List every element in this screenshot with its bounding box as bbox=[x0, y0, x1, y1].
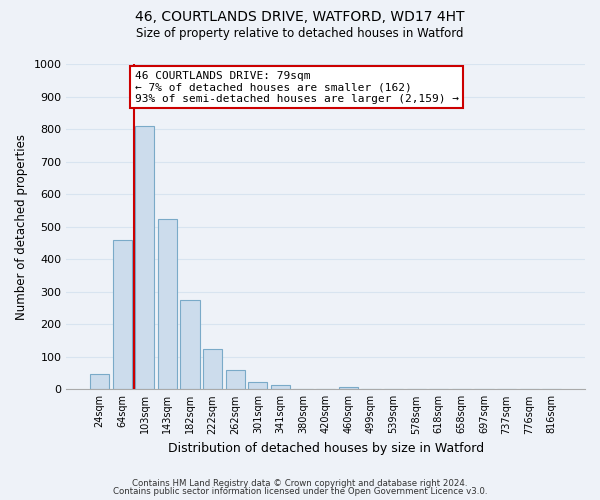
Text: Contains HM Land Registry data © Crown copyright and database right 2024.: Contains HM Land Registry data © Crown c… bbox=[132, 478, 468, 488]
Y-axis label: Number of detached properties: Number of detached properties bbox=[15, 134, 28, 320]
Bar bbox=[226, 370, 245, 390]
Bar bbox=[135, 126, 154, 390]
Text: 46, COURTLANDS DRIVE, WATFORD, WD17 4HT: 46, COURTLANDS DRIVE, WATFORD, WD17 4HT bbox=[135, 10, 465, 24]
Bar bbox=[181, 300, 200, 390]
Text: Contains public sector information licensed under the Open Government Licence v3: Contains public sector information licen… bbox=[113, 487, 487, 496]
Bar bbox=[271, 386, 290, 390]
Bar bbox=[113, 240, 132, 390]
Text: Size of property relative to detached houses in Watford: Size of property relative to detached ho… bbox=[136, 28, 464, 40]
Bar bbox=[339, 386, 358, 390]
Bar bbox=[203, 348, 222, 390]
Text: 46 COURTLANDS DRIVE: 79sqm
← 7% of detached houses are smaller (162)
93% of semi: 46 COURTLANDS DRIVE: 79sqm ← 7% of detac… bbox=[134, 70, 458, 104]
X-axis label: Distribution of detached houses by size in Watford: Distribution of detached houses by size … bbox=[167, 442, 484, 455]
Bar bbox=[158, 218, 177, 390]
Bar bbox=[248, 382, 268, 390]
Bar bbox=[90, 374, 109, 390]
